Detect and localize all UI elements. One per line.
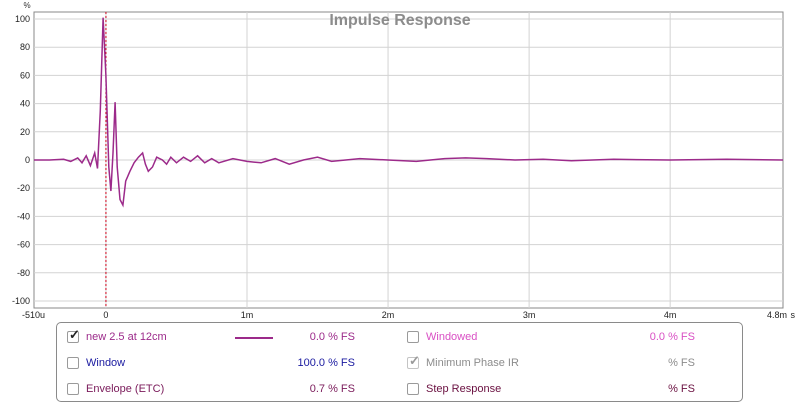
y-tick-label: 20 [20, 127, 30, 137]
legend-row-step-response[interactable]: Step Response [407, 380, 501, 398]
legend-row-measurement[interactable]: ✓ new 2.5 at 12cm [67, 328, 167, 346]
envelope-checkbox[interactable] [67, 383, 79, 395]
y-tick-label: 60 [20, 70, 30, 80]
y-tick-label: -20 [17, 183, 30, 193]
legend-label: Windowed [426, 331, 478, 343]
x-tick-label: 4.8m [767, 310, 787, 320]
legend-label: Step Response [426, 383, 502, 395]
x-unit-label: s [791, 310, 796, 320]
window-checkbox[interactable] [67, 357, 79, 369]
legend-label: Minimum Phase IR [426, 357, 519, 369]
y-tick-label: -40 [17, 211, 30, 221]
x-tick-label: 3m [523, 310, 536, 320]
legend-value: % FS [668, 357, 695, 369]
legend-label: new 2.5 at 12cm [86, 331, 167, 343]
measurement-checkbox[interactable]: ✓ [67, 327, 80, 343]
legend-label: Window [86, 357, 126, 369]
minimum-phase-checkbox[interactable]: ✓ [407, 353, 420, 369]
legend-panel: ✓ new 2.5 at 12cm 0.0 % FS Window 100.0 … [56, 322, 743, 402]
x-tick-label: 1m [241, 310, 254, 320]
y-axis-ticks: 100 80 60 40 20 0 -20 -40 -60 -80 -100 [12, 14, 30, 306]
legend-row-window[interactable]: Window [67, 354, 125, 372]
x-tick-label: 4m [664, 310, 677, 320]
x-tick-label: -510u [22, 310, 45, 320]
trace-swatch [235, 337, 273, 339]
checkmark-icon: ✓ [69, 327, 80, 342]
x-axis-ticks: -510u 0 1m 2m 3m 4m 4.8m [22, 310, 787, 320]
windowed-checkbox[interactable] [407, 331, 419, 343]
y-tick-label: -60 [17, 240, 30, 250]
x-tick-label: 2m [382, 310, 395, 320]
legend-value: 0.7 % FS [309, 383, 355, 395]
legend-row-envelope[interactable]: Envelope (ETC) [67, 380, 164, 398]
step-response-checkbox[interactable] [407, 383, 419, 395]
y-tick-label: 40 [20, 99, 30, 109]
y-unit-label: % [23, 1, 30, 10]
y-tick-label: 80 [20, 42, 30, 52]
y-tick-label: 0 [25, 155, 30, 165]
legend-value: % FS [668, 383, 695, 395]
legend-value: 100.0 % FS [297, 357, 355, 369]
y-tick-label: -80 [17, 268, 30, 278]
x-tick-label: 0 [103, 310, 108, 320]
legend-row-minimum-phase[interactable]: ✓ Minimum Phase IR [407, 354, 519, 372]
legend-row-windowed[interactable]: Windowed [407, 328, 477, 346]
legend-label: Envelope (ETC) [86, 383, 165, 395]
legend-value: 0.0 % FS [649, 331, 695, 343]
plot-title: Impulse Response [329, 12, 470, 29]
checkmark-icon: ✓ [409, 353, 420, 368]
impulse-response-plot[interactable]: 100 80 60 40 20 0 -20 -40 -60 -80 -100 -510u 0 1m 2m 3… [0, 0, 800, 322]
y-tick-label: 100 [15, 14, 30, 24]
legend-value: 0.0 % FS [309, 331, 355, 343]
impulse-response-trace [34, 17, 784, 208]
y-tick-label: -100 [12, 296, 30, 306]
